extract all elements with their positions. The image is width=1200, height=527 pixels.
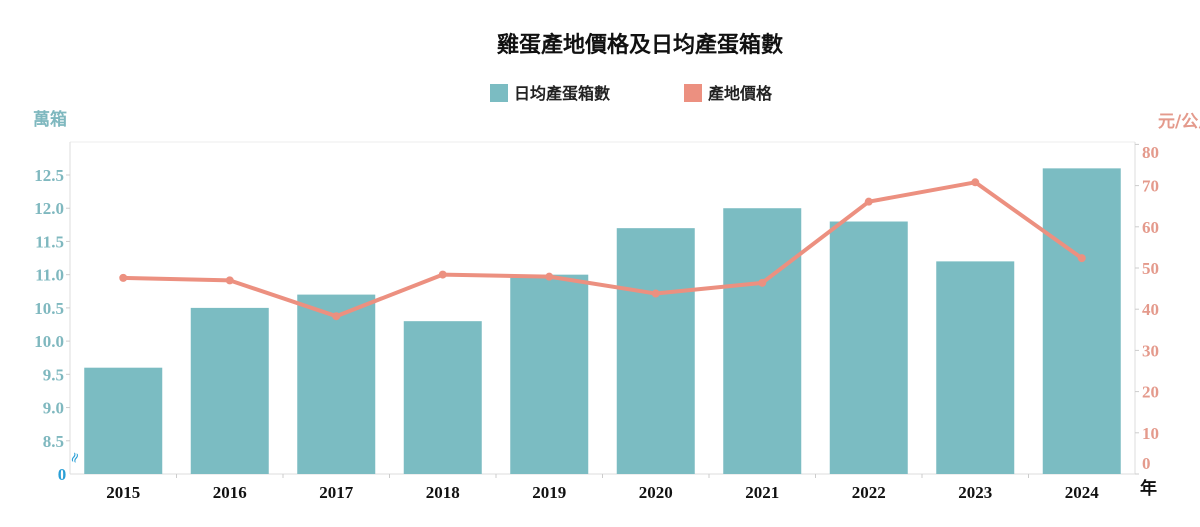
legend-swatch-bar: [490, 84, 508, 102]
bar-2017: [297, 294, 376, 474]
axis-break-zero-label: 0: [58, 465, 67, 484]
right-tick-label: 40: [1142, 300, 1159, 319]
bar-2024: [1042, 168, 1121, 474]
price-point-2018: [438, 270, 447, 279]
price-point-2021: [758, 278, 767, 287]
left-tick-label: 12.0: [34, 199, 64, 218]
bar-2023: [936, 261, 1015, 474]
right-tick-label: 0: [1142, 454, 1151, 473]
right-axis-unit: 元/公斤: [1158, 112, 1200, 132]
left-tick-label: 10.0: [34, 332, 64, 351]
x-axis-unit: 年: [1140, 478, 1157, 499]
bar-2021: [723, 208, 802, 474]
bar-2020: [616, 228, 695, 474]
left-tick-label: 11.0: [35, 266, 64, 285]
legend-swatch-line: [684, 84, 702, 102]
left-tick-label: 10.5: [34, 299, 64, 318]
x-tick-label: 2024: [1065, 483, 1100, 502]
price-point-2024: [1077, 254, 1086, 263]
price-line: [123, 180, 1083, 319]
x-tick-label: 2015: [106, 483, 140, 502]
x-tick-label: 2020: [639, 483, 673, 502]
right-tick-label: 10: [1142, 424, 1159, 443]
price-point-2016: [225, 276, 234, 285]
right-tick-label: 30: [1142, 341, 1159, 360]
price-point-2017: [332, 312, 341, 321]
bar-2018: [403, 321, 482, 474]
x-tick-label: 2022: [852, 483, 886, 502]
plot-area: 8.5 9.0 9.5 10.0 10.5 11.0 11.5 12.0 12.5 0 10 20 30…: [34, 141, 1159, 502]
left-tick-label: 12.5: [34, 166, 64, 185]
bar-2019: [510, 274, 589, 474]
legend-label-line: 產地價格: [708, 84, 773, 103]
chart-title: 雞蛋產地價格及日均產蛋箱數: [496, 32, 783, 58]
price-point-2022: [864, 197, 873, 206]
right-tick-label: 60: [1142, 218, 1159, 237]
right-tick-label: 80: [1142, 143, 1159, 162]
x-tick-label: 2023: [958, 483, 992, 502]
price-point-2020: [651, 289, 660, 298]
left-tick-label: 9.5: [43, 365, 64, 384]
right-tick-label: 70: [1142, 177, 1159, 196]
price-point-2019: [545, 272, 554, 281]
x-tick-label: 2019: [532, 483, 566, 502]
axis-break-symbol: ≈: [66, 449, 85, 465]
legend: 日均產蛋箱數 產地價格: [490, 84, 773, 103]
bar-2015: [84, 367, 163, 474]
x-tick-label: 2018: [426, 483, 460, 502]
legend-label-bar: 日均產蛋箱數: [514, 84, 610, 103]
price-point-2023: [971, 178, 980, 187]
x-tick-label: 2021: [745, 483, 779, 502]
bar-2016: [190, 307, 269, 474]
x-tick-label: 2016: [213, 483, 247, 502]
right-tick-label: 50: [1142, 259, 1159, 278]
x-tick-label: 2017: [319, 483, 354, 502]
right-tick-label: 20: [1142, 383, 1159, 402]
bar-2022: [829, 221, 908, 474]
left-tick-label: 11.5: [35, 232, 64, 251]
left-tick-label: 8.5: [43, 432, 64, 451]
left-axis-unit: 萬箱: [33, 109, 67, 130]
price-point-2015: [119, 273, 128, 282]
left-tick-label: 9.0: [43, 399, 64, 418]
